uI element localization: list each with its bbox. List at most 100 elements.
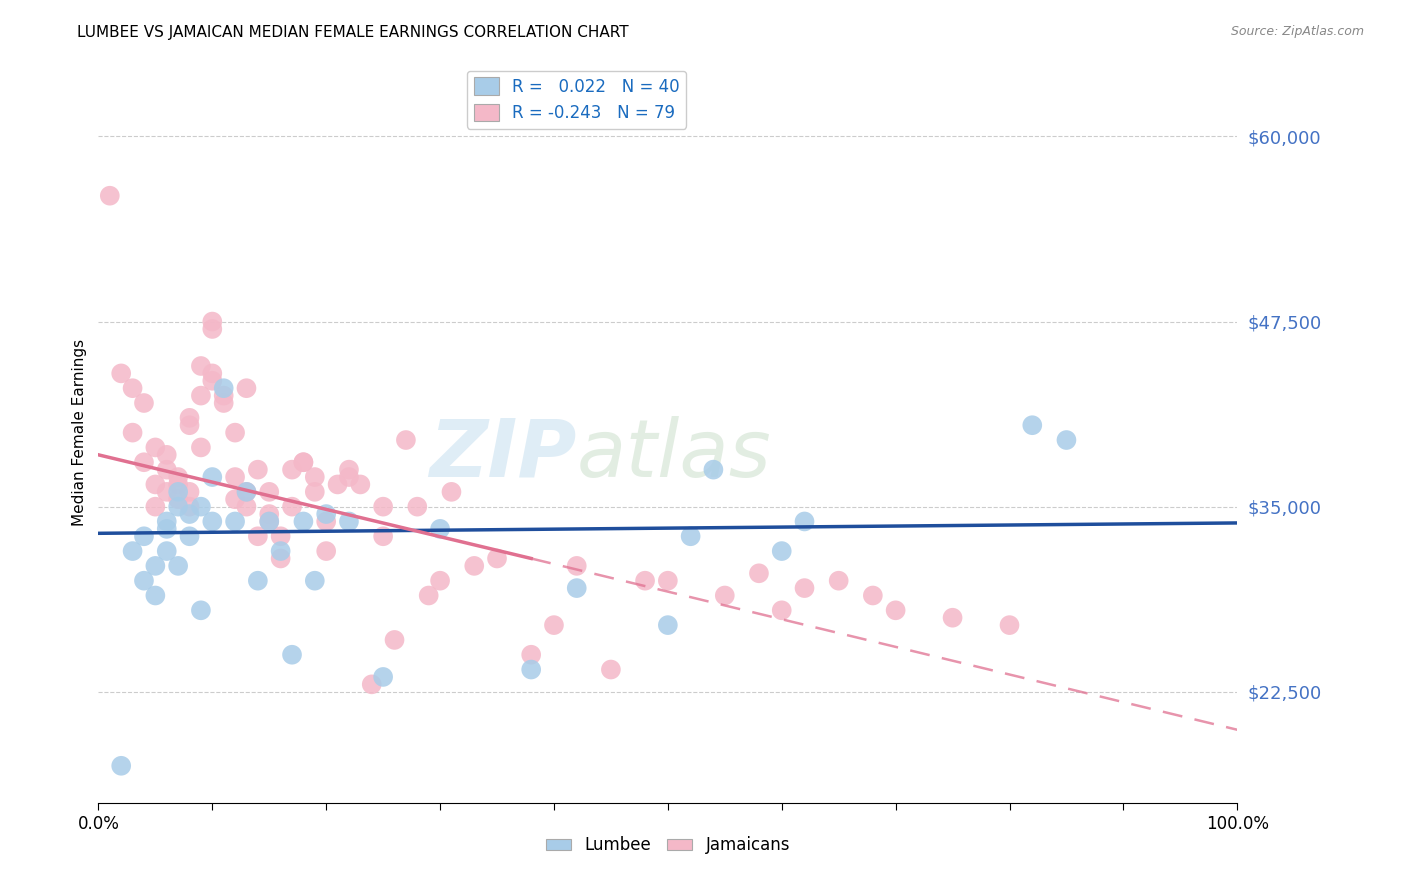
Point	[337, 515, 360, 529]
Point	[326, 477, 349, 491]
Point	[224, 492, 246, 507]
Point	[349, 477, 371, 491]
Point	[167, 477, 190, 491]
Point	[201, 374, 224, 388]
Point	[384, 632, 406, 647]
Point	[304, 574, 326, 588]
Point	[679, 529, 702, 543]
Legend: Lumbee, Jamaicans: Lumbee, Jamaicans	[538, 830, 797, 861]
Point	[190, 388, 212, 402]
Point	[565, 558, 588, 573]
Point	[292, 455, 315, 469]
Point	[179, 529, 201, 543]
Point	[634, 574, 657, 588]
Point	[167, 470, 190, 484]
Point	[748, 566, 770, 581]
Point	[235, 484, 257, 499]
Point	[235, 381, 257, 395]
Point	[201, 515, 224, 529]
Point	[337, 462, 360, 476]
Point	[201, 470, 224, 484]
Point	[167, 500, 190, 514]
Point	[371, 529, 394, 543]
Point	[132, 455, 155, 469]
Point	[179, 410, 201, 425]
Point	[337, 470, 360, 484]
Point	[600, 663, 623, 677]
Point	[201, 322, 224, 336]
Point	[246, 529, 269, 543]
Point	[270, 551, 292, 566]
Point	[98, 188, 121, 202]
Point	[156, 522, 179, 536]
Point	[281, 462, 304, 476]
Point	[235, 500, 257, 514]
Point	[270, 529, 292, 543]
Point	[190, 603, 212, 617]
Point	[565, 581, 588, 595]
Point	[486, 551, 509, 566]
Point	[315, 515, 337, 529]
Point	[145, 477, 167, 491]
Point	[714, 589, 737, 603]
Point	[418, 589, 440, 603]
Point	[770, 544, 793, 558]
Point	[657, 618, 679, 632]
Point	[156, 484, 179, 499]
Point	[406, 500, 429, 514]
Point	[315, 544, 337, 558]
Text: Source: ZipAtlas.com: Source: ZipAtlas.com	[1230, 25, 1364, 38]
Point	[179, 418, 201, 433]
Point	[429, 522, 451, 536]
Point	[156, 448, 179, 462]
Point	[281, 648, 304, 662]
Point	[132, 574, 155, 588]
Point	[793, 515, 815, 529]
Point	[520, 663, 543, 677]
Point	[121, 544, 143, 558]
Point	[145, 500, 167, 514]
Point	[145, 558, 167, 573]
Point	[212, 396, 235, 410]
Point	[201, 315, 224, 329]
Text: atlas: atlas	[576, 416, 772, 494]
Y-axis label: Median Female Earnings: Median Female Earnings	[72, 339, 87, 526]
Point	[270, 544, 292, 558]
Point	[167, 484, 190, 499]
Point	[190, 500, 212, 514]
Point	[156, 462, 179, 476]
Point	[828, 574, 851, 588]
Point	[201, 367, 224, 381]
Point	[156, 515, 179, 529]
Point	[235, 484, 257, 499]
Point	[145, 589, 167, 603]
Point	[167, 558, 190, 573]
Point	[132, 396, 155, 410]
Point	[224, 425, 246, 440]
Point	[292, 455, 315, 469]
Point	[132, 529, 155, 543]
Point	[862, 589, 884, 603]
Point	[770, 603, 793, 617]
Point	[315, 507, 337, 521]
Point	[212, 388, 235, 402]
Point	[179, 484, 201, 499]
Point	[259, 507, 281, 521]
Point	[304, 470, 326, 484]
Point	[371, 500, 394, 514]
Point	[259, 484, 281, 499]
Point	[281, 500, 304, 514]
Point	[371, 670, 394, 684]
Point	[793, 581, 815, 595]
Point	[190, 441, 212, 455]
Point	[440, 484, 463, 499]
Point	[304, 484, 326, 499]
Point	[463, 558, 485, 573]
Point	[702, 462, 724, 476]
Text: ZIP: ZIP	[429, 416, 576, 494]
Point	[1054, 433, 1078, 447]
Point	[246, 462, 269, 476]
Point	[145, 441, 167, 455]
Point	[179, 500, 201, 514]
Point	[190, 359, 212, 373]
